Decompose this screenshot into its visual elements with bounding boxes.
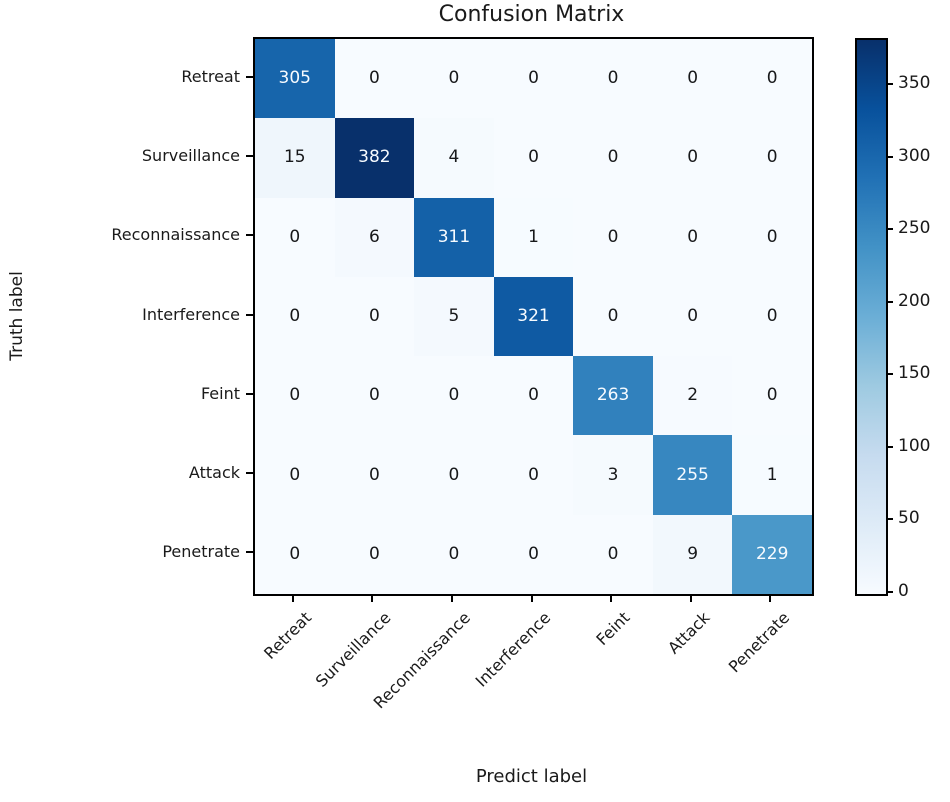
colorbar-tick-mark <box>886 373 893 376</box>
matrix-cell: 15 <box>255 118 335 198</box>
colorbar-tick-mark <box>886 300 893 303</box>
matrix-cell: 0 <box>493 435 574 515</box>
matrix-cell: 0 <box>414 514 494 594</box>
x-tick-mark <box>530 594 533 602</box>
matrix-cell: 0 <box>255 356 335 436</box>
matrix-cell: 305 <box>255 39 335 119</box>
y-tick-label: Surveillance <box>141 145 240 165</box>
matrix-cell: 4 <box>414 118 494 198</box>
y-tick-mark <box>246 472 253 475</box>
matrix-cell: 0 <box>732 356 812 436</box>
matrix-cell: 311 <box>414 197 494 277</box>
colorbar-tick-label: 250 <box>898 218 931 239</box>
x-tick-mark <box>291 594 294 602</box>
matrix-cell: 1 <box>493 197 574 277</box>
colorbar-tick-mark <box>886 445 893 448</box>
matrix-cell: 0 <box>493 118 574 198</box>
colorbar-tick-mark <box>886 155 893 158</box>
x-axis-label: Predict label <box>475 766 588 787</box>
matrix-cell: 0 <box>493 356 574 436</box>
matrix-cell: 0 <box>334 39 415 119</box>
matrix-cell: 263 <box>573 356 653 436</box>
matrix-cell: 2 <box>652 356 733 436</box>
colorbar-tick-mark <box>886 83 893 86</box>
matrix-cell: 229 <box>732 514 812 594</box>
matrix-cell: 0 <box>255 276 335 357</box>
colorbar-tick-mark <box>886 591 893 593</box>
x-tick-mark <box>610 594 613 602</box>
matrix-cell: 0 <box>652 276 733 357</box>
matrix-cell: 0 <box>334 514 415 594</box>
colorbar-tick-label: 300 <box>898 145 931 166</box>
colorbar-tick-label: 350 <box>898 73 931 94</box>
x-tick-mark <box>689 594 692 602</box>
y-tick-label: Feint <box>200 383 240 403</box>
matrix-cell: 0 <box>414 435 494 515</box>
colorbar-tick-label: 150 <box>898 363 931 384</box>
matrix-cell: 9 <box>652 514 733 594</box>
matrix-cell: 0 <box>732 39 812 119</box>
matrix-cell: 0 <box>652 118 733 198</box>
matrix-cell: 0 <box>334 356 415 436</box>
colorbar-tick-label: 50 <box>898 508 920 529</box>
matrix-cell: 0 <box>414 39 494 119</box>
y-tick-mark <box>246 75 253 78</box>
matrix-cell: 0 <box>573 276 653 357</box>
matrix-cell: 0 <box>255 197 335 277</box>
y-tick-label: Reconnaissance <box>111 225 240 245</box>
matrix-cell: 0 <box>573 197 653 277</box>
matrix-cell: 382 <box>334 118 415 198</box>
matrix-cell: 3 <box>573 435 653 515</box>
matrix-cell: 0 <box>255 435 335 515</box>
x-tick-label: Retreat <box>260 608 316 663</box>
matrix-cell: 0 <box>573 118 653 198</box>
colorbar-tick-label: 100 <box>898 435 931 456</box>
matrix-cell: 0 <box>573 514 653 594</box>
matrix-cell: 1 <box>732 435 812 515</box>
matrix-cell: 0 <box>334 435 415 515</box>
matrix-cell: 0 <box>732 118 812 198</box>
y-tick-label: Interference <box>142 304 240 324</box>
matrix-cell: 0 <box>732 197 812 277</box>
y-tick-label: Retreat <box>181 66 240 86</box>
x-tick-label: Attack <box>663 608 714 658</box>
y-tick-mark <box>246 313 253 316</box>
heatmap-grid: 305 0 0 0 0 0 0 15 382 4 0 0 0 0 0 6 311 1 0 0 0 0 0 5 321 0 0 0 0 0 0… <box>253 37 814 596</box>
colorbar <box>855 38 888 596</box>
x-tick-mark <box>371 594 374 602</box>
x-tick-mark <box>450 594 453 602</box>
matrix-cell: 6 <box>334 197 415 277</box>
chart-title: Confusion Matrix <box>438 2 625 27</box>
colorbar-tick-mark <box>886 518 893 521</box>
matrix-cell: 0 <box>652 39 733 119</box>
y-tick-mark <box>246 234 253 237</box>
y-tick-label: Attack <box>188 463 240 483</box>
matrix-cell: 0 <box>652 197 733 277</box>
matrix-cell: 0 <box>255 514 335 594</box>
x-tick-label: Surveillance <box>311 608 395 691</box>
colorbar-tick-label: 200 <box>898 290 931 311</box>
matrix-cell: 0 <box>414 356 494 436</box>
x-tick-mark <box>769 594 772 602</box>
colorbar-tick-mark <box>886 228 893 231</box>
matrix-cell: 321 <box>493 276 574 357</box>
y-tick-mark <box>246 154 253 157</box>
matrix-cell: 5 <box>414 276 494 357</box>
matrix-cell: 0 <box>493 514 574 594</box>
matrix-cell: 255 <box>652 435 733 515</box>
x-tick-label: Penetrate <box>724 608 793 677</box>
y-tick-mark <box>246 392 253 395</box>
matrix-cell: 0 <box>334 276 415 357</box>
y-tick-label: Penetrate <box>162 542 240 562</box>
colorbar-tick-label: 0 <box>898 581 909 601</box>
y-axis-label: Truth label <box>7 271 27 361</box>
matrix-cell: 0 <box>493 39 574 119</box>
x-tick-label: Feint <box>592 608 634 650</box>
matrix-cell: 0 <box>732 276 812 357</box>
matrix-cell: 0 <box>573 39 653 119</box>
y-tick-mark <box>246 551 253 554</box>
x-tick-label: Interference <box>471 608 554 691</box>
